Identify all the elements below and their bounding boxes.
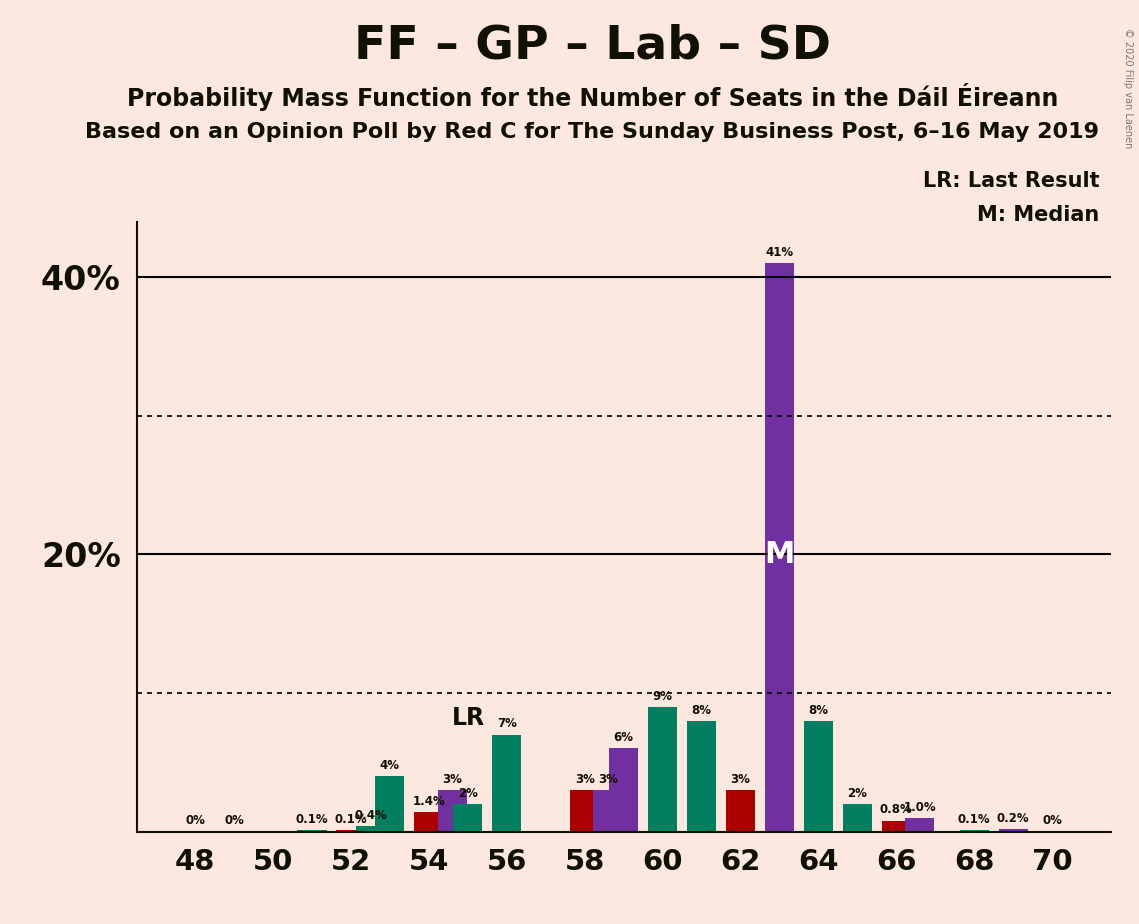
Text: 0%: 0% (1042, 814, 1062, 828)
Bar (999, 829, 1027, 832)
Text: 6%: 6% (614, 731, 633, 745)
Text: 1.0%: 1.0% (903, 800, 936, 813)
Text: 3%: 3% (575, 772, 595, 785)
Text: 0%: 0% (224, 814, 244, 828)
Text: 8%: 8% (691, 703, 712, 717)
Text: 0.8%: 0.8% (880, 803, 912, 817)
Bar (297, 830, 327, 832)
Text: 0.2%: 0.2% (997, 811, 1030, 824)
Text: 0.1%: 0.1% (958, 813, 991, 826)
Text: FF – GP – Lab – SD: FF – GP – Lab – SD (354, 23, 830, 68)
Text: 9%: 9% (653, 689, 672, 702)
Bar (959, 830, 989, 832)
Text: 0.4%: 0.4% (354, 808, 387, 822)
Text: 4%: 4% (380, 759, 400, 772)
Bar (648, 707, 678, 832)
Bar (843, 804, 872, 832)
Text: 8%: 8% (809, 703, 828, 717)
Bar (570, 790, 599, 832)
Text: LR: LR (452, 707, 485, 730)
Text: 3%: 3% (730, 772, 751, 785)
Bar (906, 818, 934, 832)
Bar (882, 821, 911, 832)
Bar (453, 804, 483, 832)
Text: 1.4%: 1.4% (412, 795, 445, 808)
Bar (336, 830, 366, 832)
Text: 41%: 41% (765, 246, 794, 259)
Text: M: Median: M: Median (977, 205, 1099, 225)
Text: 7%: 7% (497, 717, 517, 730)
Bar (609, 748, 638, 832)
Text: Probability Mass Function for the Number of Seats in the Dáil Éireann: Probability Mass Function for the Number… (126, 83, 1058, 111)
Bar (355, 826, 385, 832)
Text: 0.1%: 0.1% (296, 813, 328, 826)
Text: 0.1%: 0.1% (335, 813, 367, 826)
Bar (687, 721, 716, 832)
Text: 2%: 2% (458, 786, 477, 799)
Text: © 2020 Filip van Laenen: © 2020 Filip van Laenen (1123, 28, 1133, 148)
Text: 0%: 0% (186, 814, 205, 828)
Bar (437, 790, 467, 832)
Bar (726, 790, 755, 832)
Bar (804, 721, 833, 832)
Text: Based on an Opinion Poll by Red C for The Sunday Business Post, 6–16 May 2019: Based on an Opinion Poll by Red C for Th… (85, 122, 1099, 142)
Text: 2%: 2% (847, 786, 867, 799)
Text: M: M (764, 540, 795, 569)
Text: LR: Last Result: LR: Last Result (923, 171, 1099, 191)
Text: 3%: 3% (598, 772, 618, 785)
Bar (375, 776, 404, 832)
Bar (492, 735, 522, 832)
Bar (764, 263, 794, 832)
Text: 3%: 3% (442, 772, 462, 785)
Bar (593, 790, 623, 832)
Bar (415, 812, 443, 832)
